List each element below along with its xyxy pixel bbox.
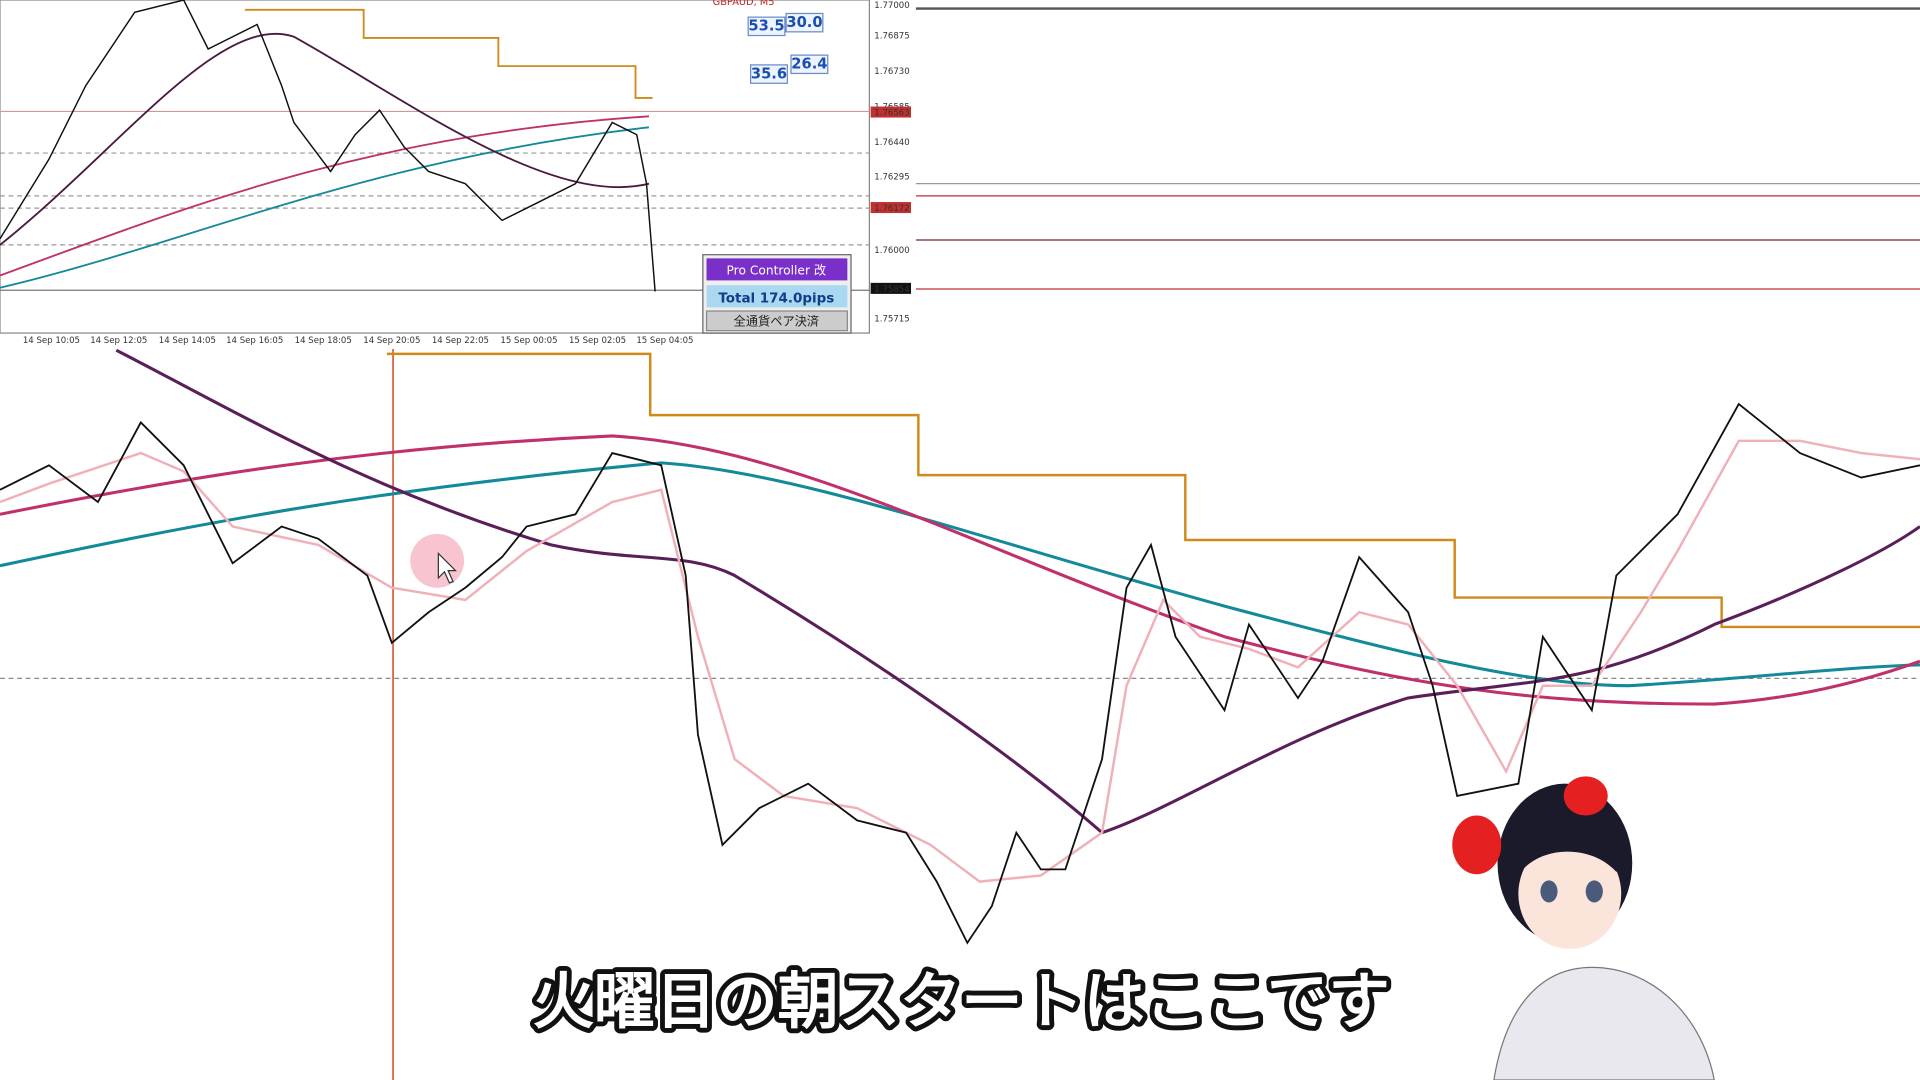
- price-label: 1.75854: [874, 285, 909, 295]
- time-label: 15 Sep 00:05: [500, 336, 557, 346]
- time-label: 14 Sep 18:05: [295, 336, 352, 346]
- ma-line: [0, 434, 1920, 706]
- cursor: [437, 551, 457, 584]
- price-label: 1.77000: [874, 1, 909, 11]
- face: [1518, 838, 1622, 949]
- time-label: 14 Sep 20:05: [363, 336, 420, 346]
- close-all-label[interactable]: 全通貨ペア決済: [733, 314, 819, 329]
- ma-line: [115, 348, 1920, 835]
- price-label: 1.76563: [874, 109, 909, 119]
- stat-value: 30.0: [786, 14, 822, 31]
- price-label: 1.76730: [874, 67, 909, 77]
- stat-value: 53.5: [748, 18, 784, 35]
- time-label: 14 Sep 12:05: [90, 336, 147, 346]
- time-label: 15 Sep 02:05: [569, 336, 626, 346]
- price-label: 1.76172: [874, 204, 909, 214]
- time-label: 14 Sep 10:05: [23, 336, 80, 346]
- price-tag: [870, 282, 912, 294]
- time-label: 14 Sep 22:05: [432, 336, 489, 346]
- fast-ma: [0, 439, 1920, 883]
- price-label: 1.76000: [874, 246, 909, 256]
- stat-box: [747, 16, 786, 37]
- stat-box: [790, 54, 829, 75]
- stop-line: [244, 8, 653, 99]
- close-all-button[interactable]: [705, 310, 848, 332]
- stat-value: 35.6: [751, 65, 787, 82]
- stop-line: [386, 352, 1920, 629]
- ma-line: [0, 115, 650, 277]
- price-tag: [870, 106, 912, 118]
- ribbon: [1563, 776, 1608, 816]
- stat-box: [785, 12, 824, 33]
- main-chart: [0, 348, 1920, 1080]
- price-label: 1.75715: [874, 314, 909, 324]
- subtitle: 火曜日の朝スタートはここです: [533, 966, 1390, 1037]
- stat-value: 26.4: [791, 56, 827, 73]
- ma-line: [0, 461, 1920, 688]
- time-label: 15 Sep 04:05: [636, 336, 693, 346]
- symbol: GBPAUD, M5: [713, 0, 775, 8]
- panel-title: Pro Controller 改: [727, 263, 827, 277]
- total-box: [706, 285, 848, 308]
- time-label: 14 Sep 14:05: [159, 336, 216, 346]
- price-line: [0, 402, 1920, 945]
- eye: [1585, 880, 1603, 903]
- price-tag: [870, 202, 912, 214]
- price-label: 1.76440: [874, 138, 909, 148]
- eye: [1540, 880, 1558, 903]
- panel-header: [706, 258, 848, 281]
- stat-box: [750, 64, 788, 84]
- bangs: [1512, 816, 1629, 872]
- time-label: 14 Sep 16:05: [226, 336, 283, 346]
- price-line: [0, 0, 656, 292]
- ribbon: [1452, 815, 1502, 875]
- mini-chart: GBPAUD, M5 53.5 30.0 35.626.4 1.77000 1.768…: [0, 0, 912, 346]
- ma-line: [0, 32, 650, 246]
- cursor-highlight: [410, 533, 465, 588]
- body: [1493, 966, 1715, 1080]
- total-text: Total 174.0pips: [718, 291, 834, 306]
- ma-line: [0, 126, 650, 289]
- price-label: 1.76295: [874, 172, 909, 182]
- price-label: 1.76875: [874, 32, 909, 42]
- character: [1452, 776, 1715, 1080]
